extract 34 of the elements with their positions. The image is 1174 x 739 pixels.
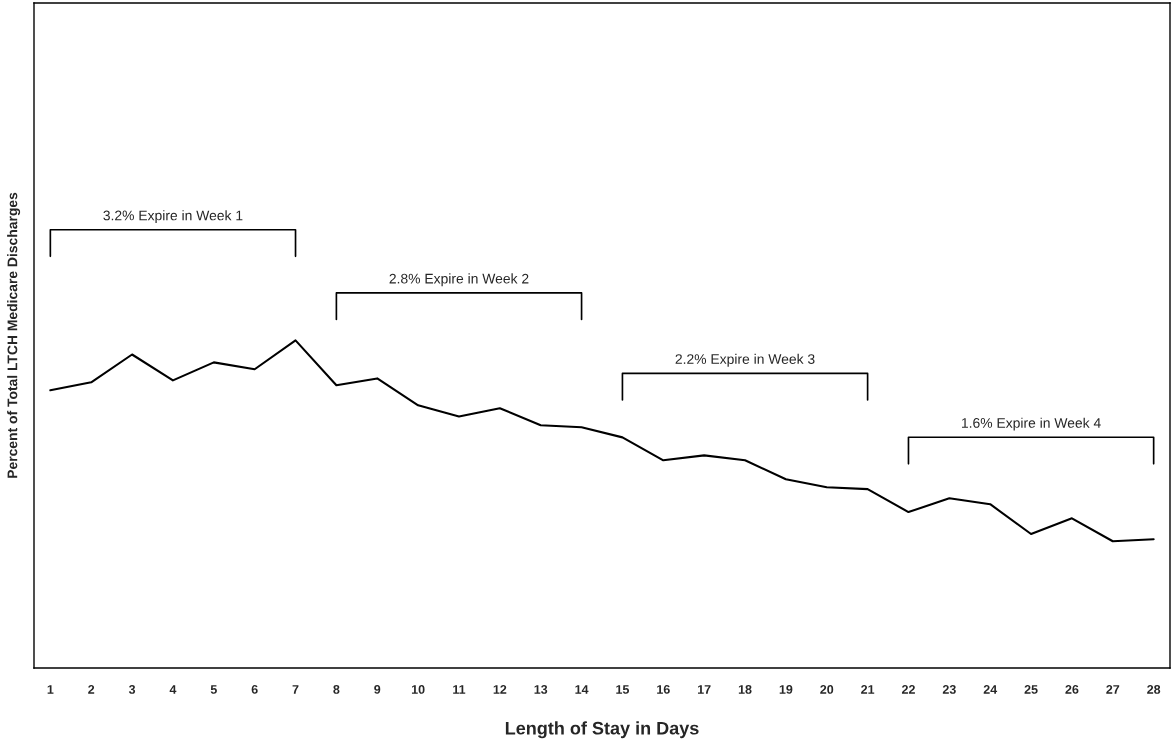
x-tick-label: 8 [333,685,340,694]
x-tick-label: 25 [1024,685,1038,694]
text: 2.8% Expire in Week 2 [389,273,529,287]
x-tick-label: 4 [169,685,177,694]
x-tick-label: 20 [820,685,834,694]
x-tick-label: 28 [1147,685,1161,694]
y-axis-title: Percent of Total LTCH Medicare Discharges [7,192,21,478]
x-tick-label: 2 [88,685,95,694]
x-tick-label: 22 [901,685,915,694]
x-tick-label: 11 [453,685,466,694]
x-tick-label: 3 [128,685,136,694]
x-tick-label: 10 [411,685,425,694]
x-tick-label: 9 [374,685,381,694]
x-tick-label: 21 [861,685,875,694]
x-tick-label: 26 [1065,685,1079,694]
x-tick-label: 5 [210,685,217,694]
x-tick-label: 24 [983,685,998,694]
annotation: 1.6% Expire in Week 4 [962,417,1101,431]
x-tick-label: 12 [493,685,507,694]
x-tick-label: 16 [657,685,670,694]
x-tick-label: 27 [1106,685,1120,694]
x-tick-label: 17 [697,685,711,694]
x-tick-label: 6 [251,685,258,694]
x-tick-label: 19 [779,685,793,694]
annotation: 2.2% Expire in Week 3 [675,353,815,367]
text: 3.2% Expire in Week 1 [103,210,243,224]
x-tick-label: 18 [738,685,752,694]
x-tick-label: 15 [616,685,630,694]
x-tick-label: 14 [575,685,589,694]
x-tick-label: 23 [942,685,956,694]
x-tick-label: 7 [292,685,299,694]
x-tick-label: 13 [534,685,548,694]
x-axis-title: Length of Stay in Days [505,721,699,739]
x-tick-label: 1 [47,685,54,694]
